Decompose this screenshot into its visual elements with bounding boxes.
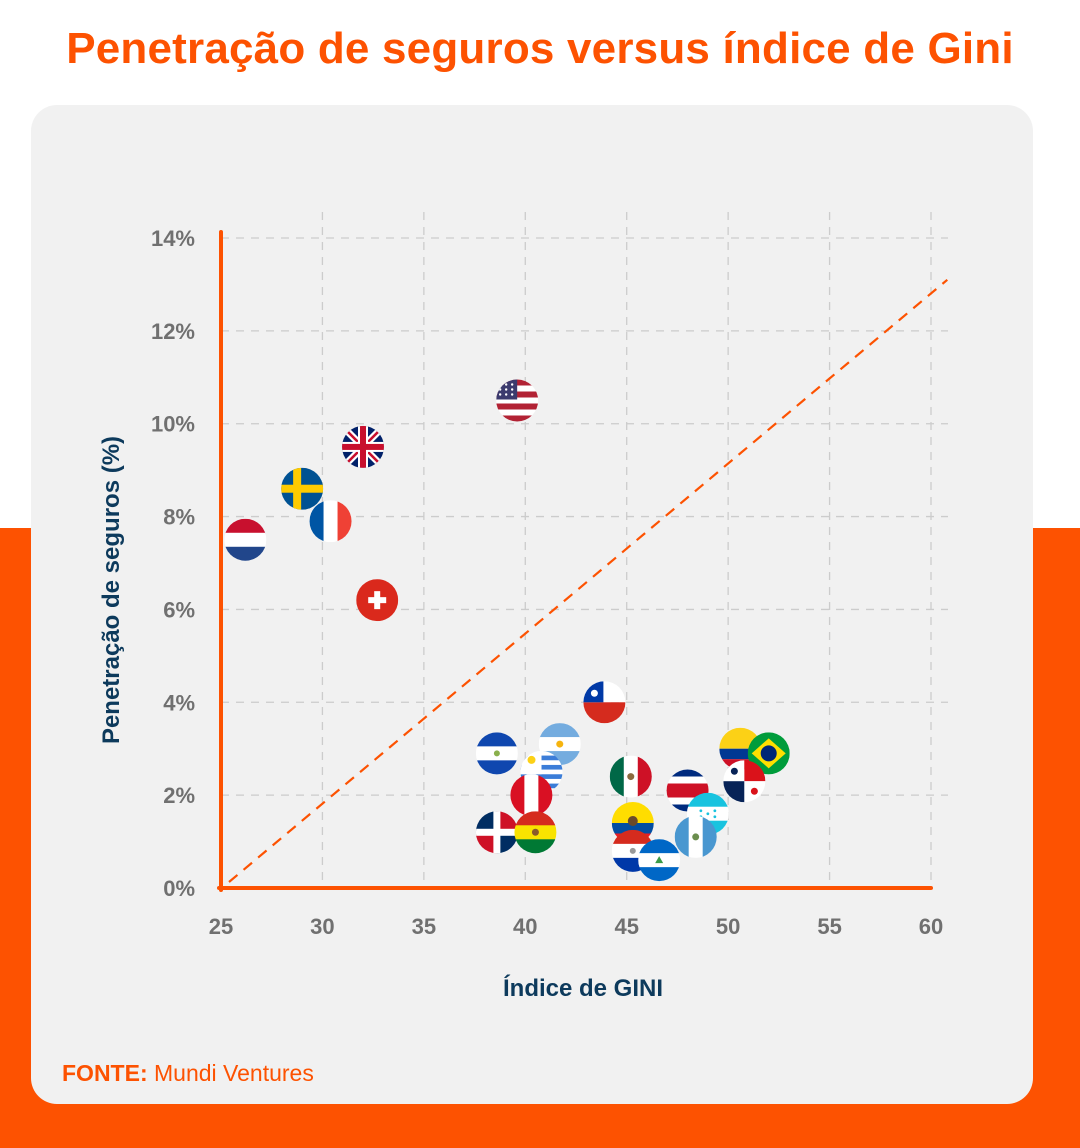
nicaragua-flag <box>638 839 681 882</box>
guatemala-flag <box>674 815 717 858</box>
x-tick-label: 60 <box>919 914 943 939</box>
x-tick-label: 40 <box>513 914 537 939</box>
y-tick-label: 6% <box>163 597 195 622</box>
grid-lines <box>221 212 948 888</box>
switzerland-flag <box>356 579 399 622</box>
chart-card <box>31 105 1033 1104</box>
united-kingdom-flag <box>342 425 384 468</box>
axes <box>217 230 933 892</box>
trend-line-dashed <box>228 278 948 883</box>
chile-flag <box>583 681 626 724</box>
trend-line <box>228 278 948 883</box>
x-axis-label: Índice de GINI <box>502 975 664 1002</box>
france-flag <box>309 500 352 543</box>
dominican-republic-flag <box>475 811 518 854</box>
x-tick-label: 45 <box>614 914 638 939</box>
united-states-flag <box>496 379 539 422</box>
source-label: FONTE: <box>62 1060 148 1086</box>
mexico-flag <box>609 755 652 798</box>
el-salvador-flag <box>475 732 518 775</box>
tick-labels: 25 30 35 40 45 50 55 60 0% 2% 4% 6% 8% 10% 12% 14% <box>151 226 943 939</box>
sweden-flag <box>281 467 324 510</box>
source-text: Mundi Ventures <box>154 1060 314 1086</box>
x-tick-label: 55 <box>817 914 841 939</box>
costa-rica-flag <box>666 769 709 812</box>
y-tick-label: 4% <box>163 690 195 715</box>
y-tick-label: 14% <box>151 226 195 251</box>
x-tick-label: 35 <box>412 914 436 939</box>
x-tick-label: 50 <box>716 914 740 939</box>
bolivia-flag <box>514 811 557 854</box>
x-tick-label: 30 <box>310 914 334 939</box>
y-tick-label: 10% <box>151 412 195 437</box>
page-title: Penetração de seguros versus índice de G… <box>66 24 1014 73</box>
y-axis-label: Penetração de seguros (%) <box>98 435 125 745</box>
x-tick-label: 25 <box>209 914 233 939</box>
y-tick-label: 0% <box>163 876 195 901</box>
source-note: FONTE: Mundi Ventures <box>62 1060 314 1087</box>
y-tick-label: 2% <box>163 783 195 808</box>
netherlands-flag <box>224 518 267 561</box>
panama-flag <box>723 760 766 803</box>
y-tick-label: 8% <box>163 505 195 530</box>
peru-flag <box>510 774 553 817</box>
data-points <box>224 379 790 882</box>
y-tick-label: 12% <box>151 319 195 344</box>
